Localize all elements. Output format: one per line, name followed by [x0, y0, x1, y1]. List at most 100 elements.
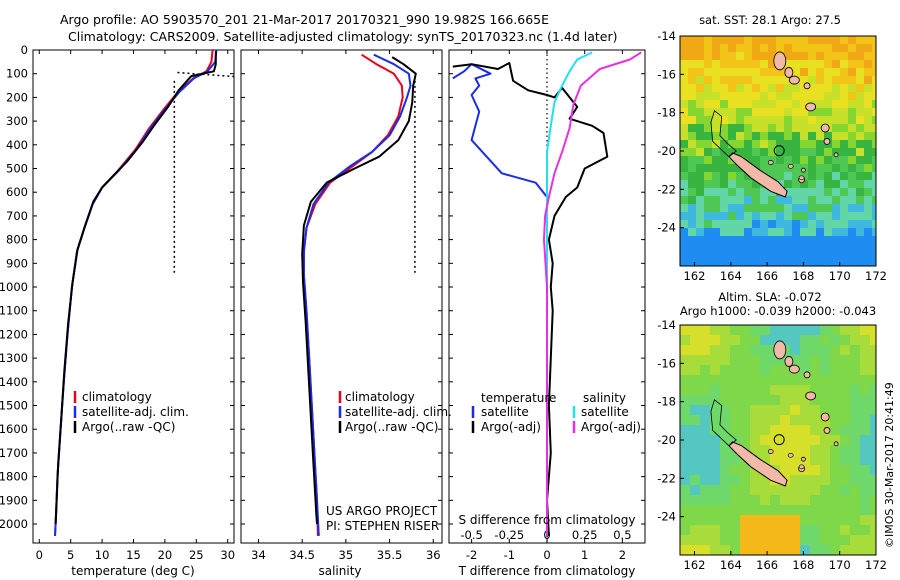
- map-cell: [832, 84, 841, 93]
- map-cell: [840, 84, 849, 93]
- map-cell: [790, 395, 801, 406]
- map-cell: [800, 68, 809, 77]
- map-cell: [850, 515, 861, 526]
- map-cell: [800, 435, 811, 446]
- map-cell: [864, 188, 873, 197]
- map-cell: [696, 60, 705, 69]
- map-cell: [810, 365, 821, 376]
- island: [820, 412, 830, 422]
- depth-tick-label: 1800: [0, 470, 28, 484]
- map-cell: [860, 365, 871, 376]
- map-cell: [840, 535, 851, 546]
- map-cell: [840, 100, 849, 109]
- map-cell: [680, 405, 691, 416]
- map-cell: [720, 535, 731, 546]
- map-cell: [780, 335, 791, 346]
- map-cell: [840, 52, 849, 61]
- map-cell: [680, 220, 689, 229]
- map-cell: [680, 244, 689, 253]
- map-cell: [872, 52, 876, 61]
- sst-map-axes: 162 164 166 168 170 172 -14 -16 -18 -20 -22 -24: [657, 29, 887, 283]
- map-cell: [680, 485, 691, 496]
- map-cell: [710, 545, 721, 555]
- map-cell: [872, 68, 876, 77]
- map-cell: [808, 172, 817, 181]
- map-cell: [816, 44, 825, 53]
- legend-satellite: satellite-adj. clim.: [345, 405, 452, 419]
- map-cell: [696, 108, 705, 117]
- map-cell: [752, 100, 761, 109]
- map-cell: [760, 385, 771, 396]
- map-cell: [740, 355, 751, 366]
- s-difference-axis-label: S difference from climatology: [459, 513, 636, 527]
- map-cell: [800, 475, 811, 486]
- map-cell: [780, 455, 791, 466]
- island: [788, 364, 800, 374]
- map-cell: [704, 92, 713, 101]
- map-cell: [720, 84, 729, 93]
- map-cell: [680, 196, 689, 205]
- map-cell: [832, 44, 841, 53]
- island: [823, 427, 831, 434]
- map-cell: [680, 140, 689, 149]
- map-cell: [776, 164, 785, 173]
- map-cell: [850, 495, 861, 506]
- map-cell: [688, 68, 697, 77]
- map-cell: [730, 345, 741, 356]
- island: [833, 152, 839, 158]
- map-cell: [790, 465, 801, 476]
- sla-map-title: Altim. SLA: -0.072: [718, 290, 822, 304]
- depth-tick-label: 700: [6, 209, 28, 223]
- map-cell: [696, 164, 705, 173]
- map-cell: [848, 116, 857, 125]
- map-cell: [740, 365, 751, 376]
- s-diff-tick-label: 0.5: [613, 528, 631, 542]
- map-cell: [768, 196, 777, 205]
- map-cell: [800, 84, 809, 93]
- map-cell: [712, 36, 721, 45]
- map-cell: [690, 375, 701, 386]
- credit-text: US ARGO PROJECT: [326, 504, 438, 518]
- map-lon-label: 162: [684, 269, 706, 283]
- map-cell: [776, 124, 785, 133]
- map-cell: [768, 228, 777, 237]
- map-cell: [848, 108, 857, 117]
- map-cell: [680, 172, 689, 181]
- map-cell: [820, 445, 831, 456]
- x-tick-label: 0: [543, 548, 550, 562]
- island: [801, 167, 806, 173]
- map-cell: [776, 140, 785, 149]
- map-cell: [872, 188, 876, 197]
- map-cell: [730, 455, 741, 466]
- map-cell: [710, 385, 721, 396]
- map-cell: [832, 180, 841, 189]
- map-cell: [864, 44, 873, 53]
- map-cell: [860, 435, 871, 446]
- map-cell: [780, 385, 791, 396]
- map-cell: [864, 228, 873, 237]
- map-cell: [848, 124, 857, 133]
- map-cell: [696, 252, 705, 261]
- map-cell: [728, 36, 737, 45]
- map-cell: [830, 505, 841, 516]
- map-cell: [810, 485, 821, 496]
- t-difference-axis-label: T difference from climatology: [458, 564, 636, 578]
- map-cell: [800, 204, 809, 213]
- map-cell: [790, 455, 801, 466]
- map-cell: [696, 132, 705, 141]
- map-cell: [680, 435, 691, 446]
- island: [820, 123, 830, 133]
- map-cell: [704, 260, 713, 266]
- temperature-legend: climatology satellite-adj. clim. Argo(..…: [73, 390, 189, 434]
- legend-t-satellite: satellite: [481, 405, 529, 419]
- map-cell: [850, 335, 861, 346]
- map-cell: [768, 36, 777, 45]
- x-tick-label: 0: [36, 548, 43, 562]
- island: [805, 391, 817, 401]
- map-cell: [688, 180, 697, 189]
- map-cell: [790, 535, 801, 546]
- map-cell: [840, 345, 851, 356]
- map-cell: [808, 68, 817, 77]
- map-cell: [810, 435, 821, 446]
- depth-tick-label: 400: [6, 138, 28, 152]
